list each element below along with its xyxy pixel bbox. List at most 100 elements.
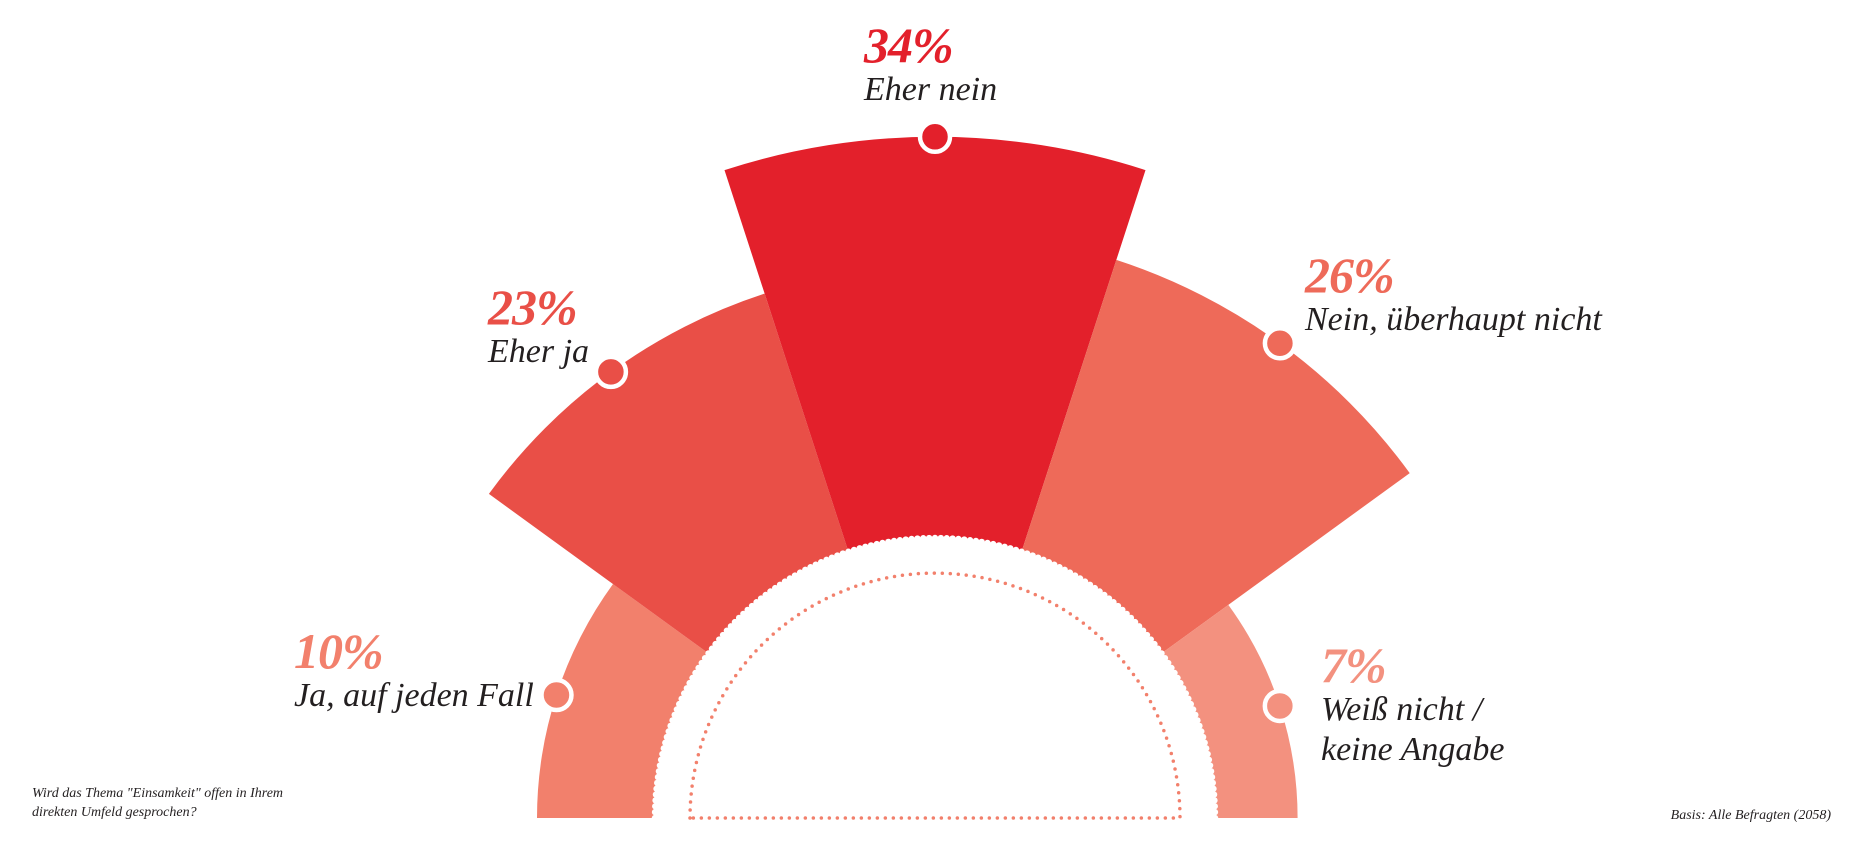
segment-label: 23% Eher ja xyxy=(488,282,589,372)
scallop xyxy=(1123,610,1130,618)
source: Basis: Alle Befragten (2058) xyxy=(1670,808,1831,823)
scallop xyxy=(1096,588,1103,595)
value-label: 26% xyxy=(1305,247,1395,303)
scallop xyxy=(1061,566,1068,574)
scallop xyxy=(654,773,662,781)
scallop xyxy=(1208,773,1216,781)
scallop xyxy=(651,808,659,816)
scallop xyxy=(879,539,886,547)
scallop xyxy=(712,640,719,648)
scallop xyxy=(651,814,659,822)
scallop xyxy=(671,711,678,719)
scallop xyxy=(1147,636,1154,643)
scallop xyxy=(686,679,693,687)
scallop xyxy=(652,803,659,810)
scallop xyxy=(1110,599,1117,606)
scallop xyxy=(839,550,847,557)
scallop xyxy=(1154,645,1162,652)
scallop xyxy=(659,750,666,758)
scallop xyxy=(776,581,784,588)
scallop xyxy=(669,717,676,724)
scallop xyxy=(1076,575,1084,582)
scallop xyxy=(655,768,663,775)
scallop xyxy=(823,556,830,564)
category-label: Nein, überhaupt nicht xyxy=(1305,301,1602,338)
scallop xyxy=(1187,700,1194,708)
scallop xyxy=(961,536,968,543)
marker-dot xyxy=(593,354,629,390)
scallop xyxy=(1174,674,1181,682)
scallop xyxy=(856,545,863,552)
scallop xyxy=(695,664,702,672)
scallop xyxy=(698,659,705,667)
scallop xyxy=(990,540,997,548)
scallop xyxy=(1001,543,1008,550)
scallop xyxy=(667,722,674,730)
scallop xyxy=(1201,739,1208,746)
scallop xyxy=(727,623,735,630)
category-label: Eher ja xyxy=(488,333,590,370)
scallop xyxy=(678,695,685,702)
scallop xyxy=(653,785,660,792)
scallop xyxy=(1071,572,1079,579)
scallop xyxy=(984,539,991,547)
scallop xyxy=(920,535,927,542)
marker-dot xyxy=(917,119,953,155)
scallop xyxy=(689,674,696,682)
scallop xyxy=(753,599,760,606)
scallop xyxy=(731,618,739,626)
scallop xyxy=(657,756,665,763)
segment xyxy=(1021,259,1410,654)
marker-dot xyxy=(1262,326,1298,361)
scallop xyxy=(762,591,769,599)
value-label: 10% xyxy=(294,623,384,679)
segment xyxy=(1161,604,1298,818)
scallop xyxy=(716,636,723,643)
scallop xyxy=(978,538,985,546)
scallop xyxy=(925,534,933,542)
scallop xyxy=(1127,614,1135,622)
scallop xyxy=(802,566,809,574)
scallop xyxy=(1105,595,1113,602)
scallop xyxy=(767,588,774,595)
scallop xyxy=(1029,552,1036,559)
scallop xyxy=(1211,803,1218,810)
scallop xyxy=(791,572,799,579)
scallop xyxy=(1139,627,1147,634)
scallop xyxy=(1194,717,1201,724)
scallop xyxy=(862,543,869,550)
scallop xyxy=(845,548,852,555)
scallop xyxy=(1203,745,1210,752)
scallop xyxy=(719,631,727,639)
scallop xyxy=(723,627,731,634)
scallop xyxy=(1143,631,1151,639)
scallop xyxy=(1168,664,1175,672)
scallop xyxy=(652,797,659,804)
scallop xyxy=(748,602,756,610)
scallop xyxy=(890,537,898,545)
scallop xyxy=(914,535,921,542)
category-label: Eher nein xyxy=(864,71,998,108)
scallop xyxy=(1205,756,1213,763)
question: Wird das Thema "Einsamkeit" offen in Ihr… xyxy=(32,786,284,820)
scallop xyxy=(1211,808,1219,816)
scallop xyxy=(1210,785,1217,792)
scallop xyxy=(772,584,779,592)
value-label: 23% xyxy=(488,279,578,335)
scallop xyxy=(1091,584,1098,592)
scallop xyxy=(1131,618,1139,626)
scallop xyxy=(812,561,819,568)
scallop xyxy=(834,552,841,559)
scallop xyxy=(1165,659,1172,667)
scallop xyxy=(652,791,660,798)
scallop xyxy=(654,779,661,787)
scallop xyxy=(735,614,743,622)
segment-label: 26% Nein, überhaupt nicht xyxy=(1305,250,1602,340)
scallop xyxy=(692,669,699,677)
value-label: 7% xyxy=(1321,637,1387,693)
scallop xyxy=(995,542,1003,549)
scallop xyxy=(1207,768,1215,775)
scallop xyxy=(937,534,945,542)
scallop xyxy=(744,606,751,614)
scallop xyxy=(1056,564,1063,571)
